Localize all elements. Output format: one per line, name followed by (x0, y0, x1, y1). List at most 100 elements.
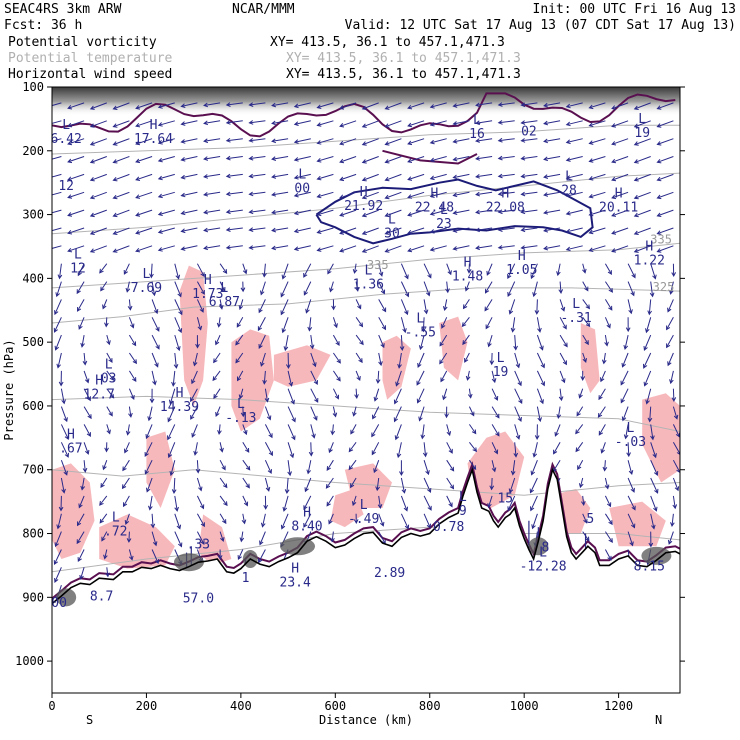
wind-vector (271, 191, 289, 197)
pv-fill-region (580, 323, 600, 394)
wind-vector (543, 138, 561, 144)
theta-contour-label: 335 (650, 232, 672, 246)
wind-vector (423, 281, 431, 297)
extremum-letter: L (388, 213, 396, 228)
extremum-value: 8.7 (90, 590, 113, 605)
wind-vector (122, 459, 130, 472)
pv-fill-region (467, 431, 525, 508)
wind-vector (416, 370, 425, 386)
wind-vector (238, 299, 244, 311)
jet-speed-contour (315, 178, 594, 245)
extremum-letter: L (572, 297, 580, 312)
wind-vector (656, 245, 674, 253)
extremum-value: 1.36 (353, 278, 384, 293)
wind-vector (575, 424, 584, 435)
wind-vector (598, 424, 606, 436)
field-coords-pv: XY= 413.5, 36.1 to 457.1,471.3 (270, 35, 505, 50)
wind-vector (100, 281, 108, 292)
wind-vector (174, 513, 182, 530)
wind-vector (225, 227, 243, 232)
wind-vector (53, 549, 62, 566)
wind-vector (330, 531, 335, 543)
wind-vector (649, 281, 655, 298)
wind-vector (126, 531, 132, 543)
pv-fill-region (179, 265, 208, 406)
theta-contour-label: 335 (367, 258, 389, 272)
wind-vector (217, 424, 222, 435)
extremum-value: 23.4 (280, 576, 311, 591)
wind-vector (168, 388, 176, 405)
wind-vector (316, 120, 334, 127)
y-tick-label: 900 (22, 590, 44, 604)
wind-vector (271, 156, 289, 161)
x-end-label-right: N (655, 713, 662, 727)
wind-vector (468, 406, 475, 417)
wind-vector (328, 442, 334, 454)
wind-vector (510, 460, 516, 476)
wind-vector (671, 263, 677, 278)
wind-vector (420, 424, 426, 440)
wind-vector (445, 281, 450, 294)
wind-vector (475, 209, 493, 215)
extremum-letter: L (143, 267, 151, 282)
wind-vector (248, 245, 266, 250)
wind-vector (316, 102, 334, 109)
wind-vector (151, 317, 160, 332)
wind-vector (384, 191, 402, 200)
wind-vector (174, 531, 183, 548)
wind-vector (588, 191, 606, 199)
wind-vector (371, 442, 380, 456)
wind-vector (361, 245, 379, 253)
wind-vector (352, 406, 357, 417)
wind-vector (513, 335, 518, 351)
wind-vector (489, 477, 495, 491)
wind-vector (407, 191, 425, 199)
wind-vector (532, 281, 538, 298)
wind-vector (171, 370, 176, 387)
wind-vector (149, 388, 155, 404)
wind-vector (633, 173, 651, 182)
wind-vector (99, 513, 108, 524)
extremum-letter: L (112, 511, 120, 526)
wind-vector (429, 102, 447, 109)
wind-vector (600, 442, 606, 454)
wind-vector (242, 459, 251, 471)
extremum-value: 12.7 (84, 387, 115, 402)
wind-vector (332, 370, 341, 382)
wind-vector (271, 209, 289, 215)
wind-vector (510, 317, 516, 333)
wind-vector (407, 120, 425, 128)
wind-vector (195, 335, 200, 349)
wind-vector (55, 281, 62, 298)
wind-vector (174, 263, 181, 280)
wind-vector (361, 138, 379, 146)
wind-vector (580, 495, 586, 506)
wind-vector (151, 549, 160, 565)
wind-vector (378, 513, 385, 527)
wind-vector (604, 477, 610, 490)
wind-vector (180, 227, 198, 234)
extremum-letter: L (74, 248, 82, 263)
wind-vector (281, 317, 289, 334)
wind-vector (203, 191, 221, 197)
wind-vector (418, 406, 425, 422)
wind-vector (667, 299, 674, 313)
wind-vector (452, 227, 470, 233)
wind-vector (372, 406, 380, 420)
wind-vector (60, 424, 69, 441)
wind-vector (263, 495, 269, 510)
wind-vector (588, 209, 606, 217)
wind-vector (588, 156, 606, 163)
wind-vector (191, 370, 198, 385)
wind-vector (348, 442, 357, 453)
wind-vector (203, 173, 221, 179)
field-coords-theta: XY= 413.5, 36.1 to 457.1,471.3 (286, 51, 521, 66)
wind-vector (669, 281, 674, 295)
wind-vector (112, 173, 130, 182)
wind-vector (310, 424, 316, 439)
wind-vector (135, 191, 153, 199)
wind-vector (339, 102, 357, 110)
wind-vector (536, 388, 544, 405)
wind-vector (106, 352, 113, 364)
